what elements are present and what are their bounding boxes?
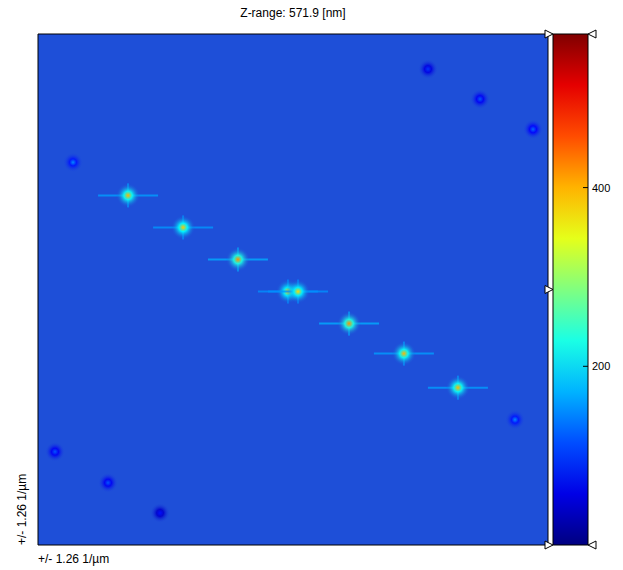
svg-text:+/- 1.26 1/µm: +/- 1.26 1/µm: [15, 474, 29, 545]
svg-text:+/- 1.26 1/µm: +/- 1.26 1/µm: [38, 552, 109, 566]
svg-text:200: 200: [592, 360, 610, 372]
html-text:Z-range: 571.9 [nm]: Z-range: 571.9 [nm]: [240, 6, 346, 20]
svg-text:400: 400: [592, 182, 610, 194]
